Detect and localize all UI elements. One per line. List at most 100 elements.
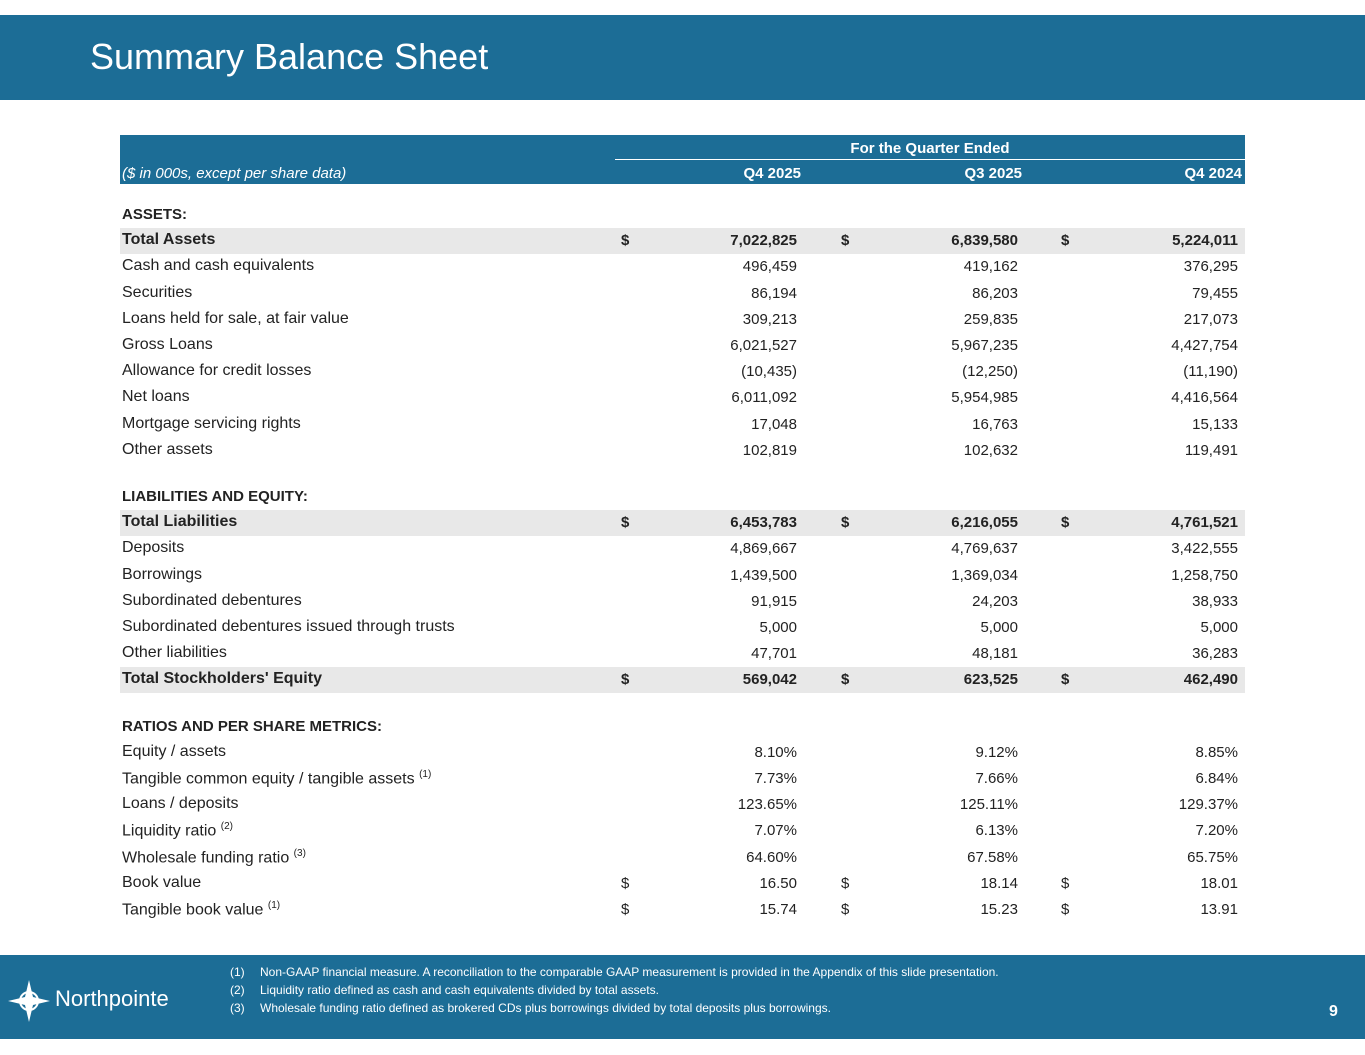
row-label: Tangible common equity / tangible assets… (122, 769, 432, 788)
cell-value: 16,763 (972, 415, 1018, 433)
cell-value: 119,491 (1184, 441, 1238, 459)
footnote-marker: (2) (230, 983, 245, 997)
row-label: Net loans (122, 388, 190, 406)
cell-value: 4,869,667 (730, 540, 797, 558)
cell-value: 6,021,527 (730, 337, 797, 354)
row-label: Borrowings (122, 565, 203, 583)
logo-icon (8, 980, 50, 1022)
cell-value: 13.91 (1200, 901, 1238, 918)
cell-value: 5,000 (980, 619, 1018, 636)
cell-value: 1,258,750 (1171, 566, 1238, 584)
cell-value: 18.01 (1200, 874, 1238, 892)
currency: $ (841, 671, 850, 689)
cell-value: 5,000 (1200, 619, 1238, 636)
footnote-ref: (1) (267, 900, 281, 911)
column-header: Q4 2024 (1184, 165, 1242, 182)
cell-value: 623,525 (963, 671, 1018, 689)
cell-value: 6,216,055 (951, 514, 1018, 532)
brand: Northpointe (55, 986, 169, 1011)
cell-value: (10,435) (741, 363, 797, 381)
cell-value: 569,042 (742, 671, 797, 689)
cell-value: 5,000 (759, 619, 797, 636)
cell-value: 129.37% (1178, 796, 1238, 814)
cell-value: 15.23 (980, 901, 1018, 918)
cell-value: 102,819 (742, 441, 797, 459)
currency: $ (841, 232, 850, 250)
cell-value: 7.20% (1195, 822, 1238, 840)
currency: $ (841, 514, 850, 532)
currency: $ (841, 874, 850, 892)
cell-value: 4,769,637 (951, 540, 1018, 558)
row-label: Deposits (122, 539, 185, 557)
header-rule (615, 159, 1245, 160)
cell-value: 8.10% (754, 743, 797, 761)
cell-value: 496,459 (742, 258, 797, 276)
row-label: Equity / assets (122, 742, 227, 760)
cell-value: 67.58% (967, 848, 1018, 866)
cell-value: 3,422,555 (1171, 540, 1238, 558)
row-label: Liquidity ratio (2) (122, 821, 233, 840)
currency: $ (1061, 671, 1070, 689)
section-title: ASSETS: (122, 206, 188, 223)
cell-value: 15.74 (759, 901, 797, 918)
row-label: Loans held for sale, at fair value (122, 309, 349, 327)
cell-value: 419,162 (963, 258, 1018, 276)
column-header: Q4 2025 (743, 165, 801, 182)
row-label: Total Stockholders' Equity (122, 670, 322, 688)
cell-value: 4,761,521 (1171, 514, 1238, 532)
cell-value: 86,194 (751, 284, 797, 302)
footnote-ref: (2) (220, 821, 233, 833)
row-label: Subordinated debentures (122, 591, 302, 609)
cell-value: 7.07% (754, 822, 797, 840)
currency: $ (841, 901, 850, 918)
currency: $ (1061, 232, 1070, 250)
row-label: Other liabilities (122, 644, 227, 662)
cell-value: 79,455 (1192, 284, 1238, 302)
cell-value: 5,224,011 (1172, 232, 1238, 250)
footer-band (0, 955, 1365, 1039)
row-label: Securities (122, 283, 193, 301)
cell-value: 462,490 (1183, 671, 1238, 689)
cell-value: 47,701 (751, 645, 797, 663)
footnote-ref: (1) (419, 769, 432, 780)
row-label: Total Liabilities (122, 513, 238, 531)
cell-value: 9.12% (975, 743, 1018, 761)
currency: $ (1061, 901, 1070, 918)
cell-value: 7,022,825 (730, 232, 797, 250)
row-label: Other assets (122, 440, 213, 458)
cell-value: 7.73% (754, 770, 797, 787)
currency: $ (1061, 514, 1070, 532)
row-label: Allowance for credit losses (122, 362, 312, 380)
cell-value: 48,181 (972, 645, 1018, 663)
cell-value: 217,073 (1183, 310, 1238, 328)
cell-value: 16.50 (759, 874, 797, 892)
row-label: Wholesale funding ratio (3) (122, 847, 306, 866)
cell-value: 6.84% (1195, 770, 1238, 787)
row-label: Total Assets (122, 231, 216, 249)
currency: $ (621, 874, 630, 892)
cell-value: 125.11% (959, 796, 1018, 814)
currency: $ (1061, 874, 1070, 892)
cell-value: 15,133 (1192, 415, 1238, 433)
footnote-marker: (3) (230, 1001, 245, 1015)
cell-value: 24,203 (972, 592, 1018, 610)
section-title: LIABILITIES AND EQUITY: (122, 488, 308, 505)
footnote-marker: (1) (230, 965, 245, 979)
cell-value: 5,967,235 (951, 337, 1018, 354)
group-header: For the Quarter Ended (850, 140, 1010, 157)
cell-value: (12,250) (962, 363, 1018, 381)
row-shade (120, 510, 1245, 537)
cell-value: 309,213 (742, 310, 797, 328)
cell-value: 1,369,034 (951, 566, 1018, 584)
cell-value: 38,933 (1192, 592, 1238, 610)
row-label: Mortgage servicing rights (122, 414, 301, 432)
units: ($ in 000s, except per share data) (122, 165, 347, 182)
row-label: Gross Loans (122, 336, 213, 353)
cell-value: 65.75% (1187, 848, 1238, 866)
cell-value: 6,839,580 (951, 232, 1018, 250)
currency: $ (621, 232, 630, 250)
row-label: Cash and cash equivalents (122, 257, 315, 275)
cell-value: 4,427,754 (1171, 337, 1238, 354)
cell-value: 7.66% (975, 770, 1018, 787)
